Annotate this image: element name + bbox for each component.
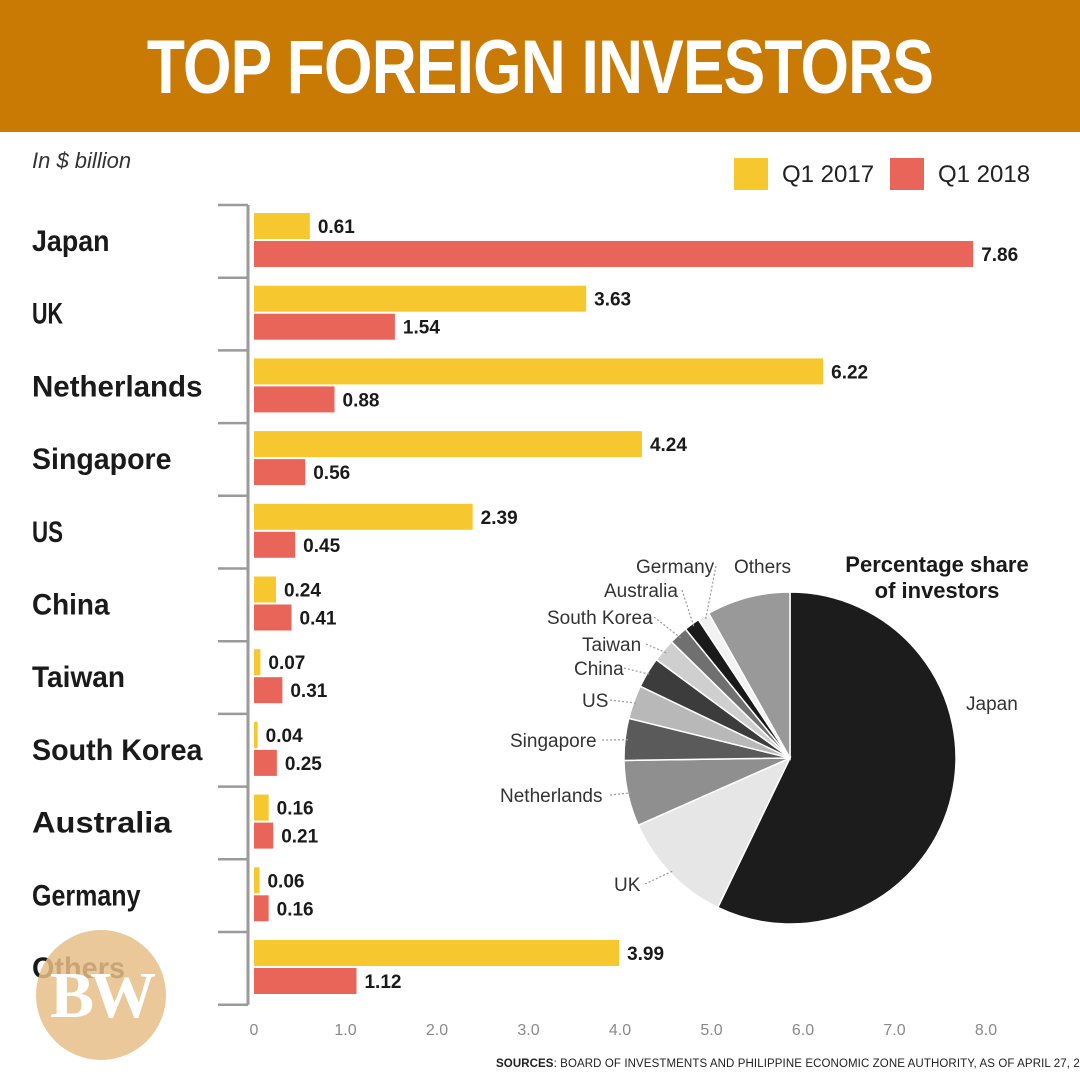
pie-leader-line-china	[623, 667, 652, 676]
pie-label-australia: Australia	[604, 581, 678, 602]
data-label-q1-2017-taiwan: 0.07	[268, 653, 305, 674]
pie-leader-line-australia	[681, 589, 695, 628]
data-label-q1-2017-singapore: 4.24	[650, 435, 687, 456]
bar-q1-2017-taiwan	[254, 649, 261, 676]
bar-q1-2018-taiwan	[254, 677, 283, 704]
pie-label-others: Others	[734, 557, 791, 578]
legend-label-q1-2018: Q1 2018	[938, 161, 1031, 188]
category-label-germany: Germany	[32, 879, 141, 912]
bar-q1-2017-china	[254, 576, 276, 603]
category-label-taiwan: Taiwan	[32, 661, 125, 694]
bar-q1-2017-uk	[254, 285, 587, 312]
data-label-q1-2017-china: 0.24	[284, 581, 321, 602]
bar-q1-2018-us	[254, 531, 296, 558]
bar-q1-2017-japan	[254, 213, 310, 239]
x-tick-label: 6.0	[792, 1022, 814, 1039]
data-label-q1-2018-south-korea: 0.25	[285, 754, 322, 775]
pie-label-china: China	[574, 659, 624, 680]
data-label-q1-2017-others: 3.99	[627, 944, 664, 965]
pie-label-japan: Japan	[966, 694, 1018, 715]
bw-logo: BW	[36, 930, 166, 1060]
x-tick-label: 7.0	[883, 1022, 905, 1039]
bar-q1-2018-netherlands	[254, 386, 335, 413]
pie-label-germany: Germany	[636, 557, 715, 578]
logo-text: BW	[49, 959, 156, 1032]
legend-label-q1-2017: Q1 2017	[782, 161, 875, 188]
data-label-q1-2017-us: 2.39	[481, 508, 518, 529]
x-tick-label: 4.0	[609, 1022, 631, 1039]
data-label-q1-2017-uk: 3.63	[594, 290, 631, 311]
data-label-q1-2018-germany: 0.16	[277, 899, 314, 920]
legend-swatch-q1-2018	[890, 158, 924, 190]
legend-swatch-q1-2017	[734, 158, 768, 190]
category-label-south-korea: South Korea	[32, 734, 203, 767]
pie-slice-uk	[637, 756, 792, 909]
category-label-singapore: Singapore	[32, 443, 172, 476]
data-label-q1-2018-netherlands: 0.88	[343, 390, 380, 411]
bar-q1-2017-netherlands	[254, 358, 824, 385]
category-label-uk: UK	[32, 298, 63, 331]
x-tick-label: 1.0	[334, 1022, 356, 1039]
data-label-q1-2018-us: 0.45	[303, 536, 340, 557]
pie-label-taiwan: Taiwan	[582, 635, 641, 656]
bar-q1-2017-singapore	[254, 431, 642, 458]
x-tick-label: 0	[250, 1022, 259, 1039]
bar-q1-2018-south-korea	[254, 749, 277, 776]
data-label-q1-2018-australia: 0.21	[281, 827, 318, 848]
pie-label-netherlands: Netherlands	[500, 786, 602, 807]
pie-leader-line-germany	[704, 565, 717, 620]
data-label-q1-2018-japan: 7.86	[981, 245, 1018, 266]
data-label-q1-2018-others: 1.12	[364, 972, 401, 993]
data-label-q1-2018-uk: 1.54	[403, 318, 440, 339]
pie-label-singapore: Singapore	[510, 731, 597, 752]
pie-leader-line-us	[609, 699, 638, 704]
pie-title-line: Percentage share	[845, 552, 1028, 577]
pie-slice-others	[707, 591, 791, 761]
source-text: : BOARD OF INVESTMENTS AND PHILIPPINE EC…	[553, 1058, 1080, 1070]
bar-q1-2017-germany	[254, 867, 260, 894]
category-label-netherlands: Netherlands	[32, 370, 203, 403]
data-label-q1-2017-netherlands: 6.22	[831, 362, 868, 383]
category-label-australia: Australia	[32, 807, 172, 840]
x-tick-label: 3.0	[517, 1022, 539, 1039]
bar-q1-2017-south-korea	[254, 721, 258, 748]
pie-label-south-korea: South Korea	[547, 608, 653, 629]
data-label-q1-2017-australia: 0.16	[277, 799, 314, 820]
data-label-q1-2018-singapore: 0.56	[313, 463, 350, 484]
data-label-q1-2017-south-korea: 0.04	[266, 726, 303, 747]
bar-q1-2017-us	[254, 503, 473, 530]
unit-label: In $ billion	[32, 148, 132, 173]
title-banner: TOP FOREIGN INVESTORS	[0, 0, 1080, 132]
source-prefix: SOURCES	[496, 1058, 554, 1070]
x-tick-label: 5.0	[700, 1022, 722, 1039]
bar-q1-2018-singapore	[254, 459, 306, 486]
data-label-q1-2017-japan: 0.61	[318, 217, 355, 238]
pie-leader-line-south-korea	[653, 616, 682, 639]
source-note: SOURCES: BOARD OF INVESTMENTS AND PHILIP…	[496, 1058, 1080, 1070]
bar-q1-2017-others	[254, 940, 620, 966]
bar-q1-2018-uk	[254, 313, 395, 340]
data-label-q1-2018-china: 0.41	[300, 609, 337, 630]
pie-title-line: of investors	[875, 578, 1000, 603]
bar-q1-2018-japan	[254, 241, 974, 267]
x-tick-label: 2.0	[426, 1022, 448, 1039]
data-label-q1-2018-taiwan: 0.31	[290, 681, 327, 702]
pie-label-us: US	[582, 691, 608, 712]
bar-q1-2017-australia	[254, 794, 269, 821]
page-title: TOP FOREIGN INVESTORS	[146, 25, 934, 110]
bar-q1-2018-others	[254, 968, 357, 994]
pie-slice-japan	[716, 591, 957, 925]
bar-q1-2018-germany	[254, 895, 269, 922]
bar-q1-2018-china	[254, 604, 292, 631]
category-label-us: US	[32, 516, 63, 549]
x-tick-label: 8.0	[975, 1022, 997, 1039]
bar-q1-2018-australia	[254, 822, 274, 849]
category-label-china: China	[32, 589, 110, 622]
pie-label-uk: UK	[614, 875, 641, 896]
category-label-japan: Japan	[32, 225, 110, 258]
pie-leader-line-uk	[644, 870, 674, 885]
data-label-q1-2017-germany: 0.06	[267, 871, 304, 892]
